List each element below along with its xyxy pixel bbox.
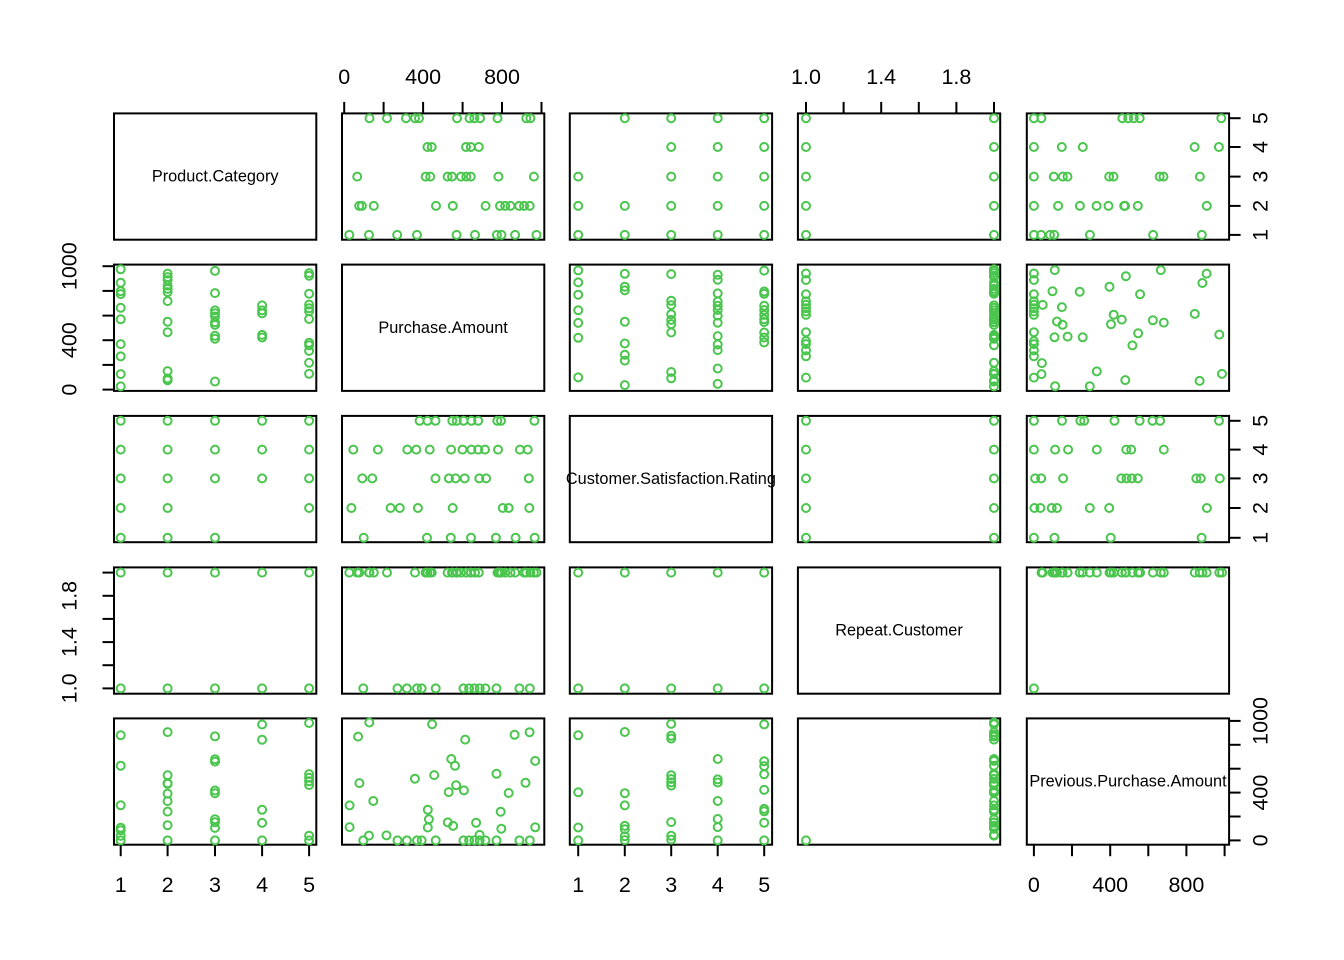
svg-text:1.8: 1.8 <box>58 581 82 611</box>
svg-text:Customer.Satisfaction.Rating: Customer.Satisfaction.Rating <box>566 470 776 488</box>
svg-text:1000: 1000 <box>58 242 82 290</box>
svg-text:5: 5 <box>303 873 315 897</box>
svg-text:1: 1 <box>115 873 127 897</box>
svg-text:4: 4 <box>1249 141 1273 153</box>
svg-text:1.4: 1.4 <box>866 65 896 89</box>
svg-text:Previous.Purchase.Amount: Previous.Purchase.Amount <box>1029 773 1227 791</box>
svg-text:4: 4 <box>712 873 724 897</box>
svg-text:5: 5 <box>1249 112 1273 124</box>
svg-text:5: 5 <box>758 873 770 897</box>
svg-text:2: 2 <box>1249 200 1273 212</box>
svg-text:1: 1 <box>1249 229 1273 241</box>
svg-text:1.0: 1.0 <box>58 673 82 703</box>
svg-text:0: 0 <box>1028 873 1040 897</box>
svg-text:1.8: 1.8 <box>941 65 971 89</box>
svg-text:0: 0 <box>1249 834 1273 846</box>
svg-text:Product.Category: Product.Category <box>152 168 280 186</box>
svg-text:0: 0 <box>58 384 82 396</box>
svg-text:1: 1 <box>572 873 584 897</box>
svg-text:1000: 1000 <box>1249 697 1273 745</box>
svg-text:Repeat.Customer: Repeat.Customer <box>835 622 963 640</box>
svg-text:1.0: 1.0 <box>791 65 821 89</box>
svg-text:2: 2 <box>162 873 174 897</box>
svg-text:400: 400 <box>1249 775 1273 811</box>
svg-text:4: 4 <box>256 873 268 897</box>
svg-text:1: 1 <box>1249 532 1273 544</box>
svg-text:3: 3 <box>1249 171 1273 183</box>
svg-text:3: 3 <box>1249 472 1273 484</box>
svg-text:4: 4 <box>1249 444 1273 456</box>
svg-text:3: 3 <box>209 873 221 897</box>
svg-text:0: 0 <box>338 65 350 89</box>
svg-text:Purchase.Amount: Purchase.Amount <box>378 319 508 337</box>
svg-text:1.4: 1.4 <box>58 627 82 657</box>
svg-text:400: 400 <box>58 322 82 358</box>
svg-text:5: 5 <box>1249 415 1273 427</box>
svg-text:3: 3 <box>665 873 677 897</box>
svg-text:400: 400 <box>405 65 441 89</box>
svg-text:800: 800 <box>484 65 520 89</box>
svg-text:2: 2 <box>619 873 631 897</box>
svg-text:400: 400 <box>1092 873 1128 897</box>
svg-text:800: 800 <box>1168 873 1204 897</box>
svg-text:2: 2 <box>1249 502 1273 514</box>
